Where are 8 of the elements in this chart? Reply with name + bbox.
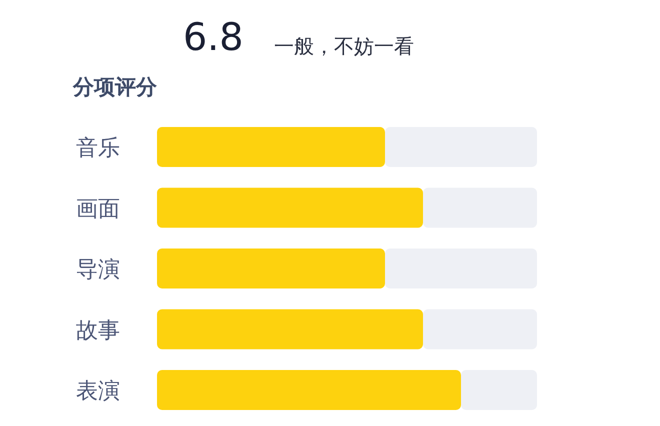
category-label: 故事: [76, 318, 120, 344]
category-label: 画面: [76, 196, 120, 222]
annotation: 6.8: [183, 15, 244, 59]
category-label: 表演: [76, 379, 120, 404]
title: 分项评分: [73, 75, 157, 99]
category-label: 音乐: [76, 136, 120, 161]
category-label: 导演: [76, 258, 120, 282]
annotation: 一般，不妨一看: [274, 34, 414, 58]
